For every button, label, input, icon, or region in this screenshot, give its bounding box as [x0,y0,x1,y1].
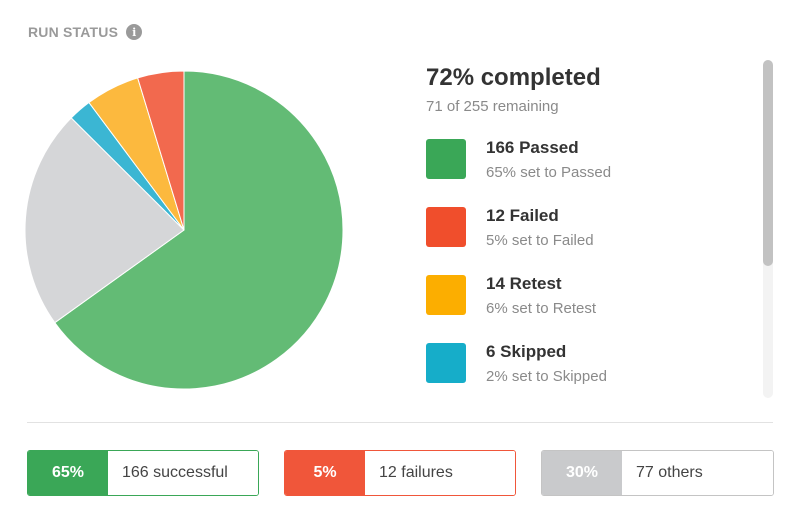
pie-chart-svg [24,70,344,390]
run-status-header: RUN STATUS i [28,24,143,40]
pie-slice-passed[interactable] [54,70,344,390]
successful-percent: 65% [28,451,108,495]
failures-label: 12 failures [365,451,515,495]
others-percent: 30% [542,451,622,495]
remaining-count: 71 of 255 remaining [426,98,559,115]
legend-scrollbar[interactable] [763,60,773,398]
successful-label: 166 successful [108,451,258,495]
successful-summary-button[interactable]: 65% 166 successful [27,450,259,496]
others-label: 77 others [622,451,773,495]
failures-percent: 5% [285,451,365,495]
status-panel: 72% completed 71 of 255 remaining 166 Pa… [426,62,746,396]
pie-chart [22,68,346,392]
legend-subtitle: 2% set to Skipped [486,368,607,385]
legend-item-skipped[interactable]: 6 Skipped 2% set to Skipped [426,341,746,396]
retest-swatch [426,275,466,315]
legend-item-retest[interactable]: 14 Retest 6% set to Retest [426,273,746,341]
passed-swatch [426,139,466,179]
scrollbar-thumb[interactable] [763,60,773,266]
pie-slice-failed[interactable] [137,70,185,231]
divider [27,422,773,423]
completed-percent: 72% completed [426,64,601,91]
skipped-swatch [426,343,466,383]
legend-subtitle: 6% set to Retest [486,300,597,317]
legend-title: 14 Retest [486,274,562,293]
legend-title: 6 Skipped [486,342,567,361]
info-icon[interactable]: i [126,24,143,40]
legend-item-passed[interactable]: 166 Passed 65% set to Passed [426,137,746,205]
status-legend: 166 Passed 65% set to Passed 12 Failed 5… [426,137,746,396]
failures-summary-button[interactable]: 5% 12 failures [284,450,516,496]
others-summary-button[interactable]: 30% 77 others [541,450,774,496]
pie-slice-untested[interactable] [24,117,185,324]
legend-item-failed[interactable]: 12 Failed 5% set to Failed [426,205,746,273]
failed-swatch [426,207,466,247]
legend-title: 12 Failed [486,206,559,225]
section-title: RUN STATUS [28,24,119,40]
legend-subtitle: 65% set to Passed [486,164,612,181]
legend-title: 166 Passed [486,138,579,157]
legend-subtitle: 5% set to Failed [486,232,594,249]
